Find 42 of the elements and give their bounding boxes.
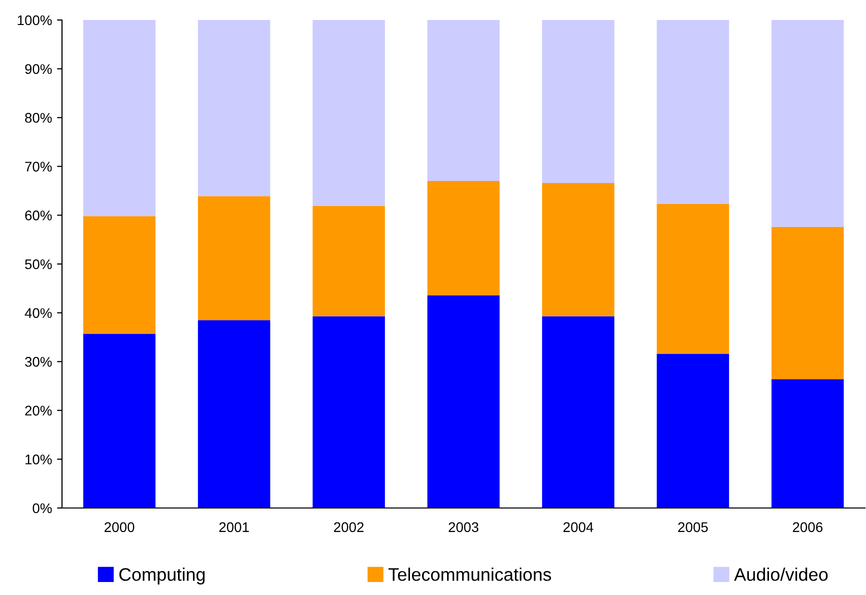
legend-label: Telecommunications [388, 568, 552, 581]
y-tick-label: 20% [25, 406, 52, 416]
bar [312, 20, 385, 206]
bar [83, 334, 156, 508]
bar [83, 20, 156, 216]
y-tick-label: 40% [24, 308, 52, 318]
x-tick-label: 2004 [563, 522, 594, 532]
legend-label: Audio/video [734, 568, 828, 581]
bar [83, 216, 156, 334]
bar [198, 20, 270, 196]
bar [312, 206, 385, 316]
bar [772, 379, 844, 508]
x-tick-label: 2003 [448, 522, 478, 532]
y-tick-label: 90% [25, 64, 52, 74]
bar [198, 320, 270, 508]
bar [656, 20, 730, 204]
y-tick-label: 60% [25, 210, 52, 220]
x-tick-label: 2001 [219, 522, 249, 532]
bar [542, 316, 614, 508]
bar [656, 354, 730, 508]
bar [312, 316, 385, 508]
bar [542, 20, 614, 183]
y-tick-label: 80% [25, 112, 52, 123]
bar [427, 20, 500, 182]
y-tick-label: 100% [18, 15, 52, 26]
bar [427, 181, 500, 296]
y-tick-label: 70% [25, 162, 52, 172]
y-tick-label: 10% [26, 454, 52, 464]
bar [427, 295, 500, 508]
bar [772, 20, 844, 227]
y-tick-label: 30% [25, 356, 52, 367]
bar [542, 182, 614, 316]
x-tick-label: 2005 [678, 522, 708, 532]
x-tick-label: 2002 [334, 522, 364, 532]
legend-label: Computing [119, 568, 205, 584]
x-tick-label: 2006 [792, 522, 822, 532]
x-tick-label: 2000 [104, 522, 134, 532]
bar [772, 226, 844, 380]
y-tick-label: 50% [25, 259, 52, 270]
bar [198, 196, 270, 320]
bar [656, 204, 730, 354]
y-tick-label: 0% [32, 503, 52, 514]
